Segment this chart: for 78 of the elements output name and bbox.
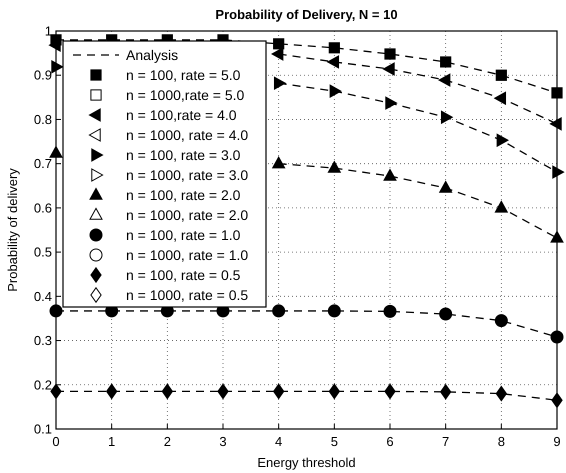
y-tick-label: 0.1 xyxy=(34,422,52,436)
point xyxy=(328,160,341,173)
point xyxy=(440,384,452,400)
point xyxy=(439,308,452,321)
point xyxy=(274,76,286,90)
point xyxy=(162,384,173,400)
legend-label: n = 100,rate = 4.0 xyxy=(126,107,237,123)
y-tick-label: 0.6 xyxy=(34,200,52,216)
point xyxy=(50,304,62,318)
point xyxy=(551,87,563,99)
point xyxy=(272,156,286,168)
legend-label: n = 1000, rate = 3.0 xyxy=(126,167,248,183)
y-tick-label: 0.2 xyxy=(34,377,52,392)
point xyxy=(382,62,395,76)
point xyxy=(384,304,396,318)
y-axis-title: Probability of delivery xyxy=(5,168,20,292)
point xyxy=(552,166,564,179)
x-tick-label: 8 xyxy=(498,434,505,449)
point xyxy=(273,384,284,400)
point xyxy=(440,110,453,124)
legend-label: n = 100, rate = 3.0 xyxy=(126,147,241,163)
point xyxy=(550,230,564,243)
point xyxy=(385,96,398,110)
legend-label: n = 1000, rate = 2.0 xyxy=(126,207,248,223)
legend-label: n = 100, rate = 5.0 xyxy=(126,67,241,83)
point xyxy=(106,384,118,400)
point xyxy=(273,38,284,50)
legend-label: n = 100, rate = 0.5 xyxy=(126,267,241,283)
point xyxy=(384,48,396,60)
y-tick-label: 0.9 xyxy=(34,68,52,83)
y-tick-label: 0.5 xyxy=(34,244,52,260)
point xyxy=(330,84,342,98)
point xyxy=(550,330,564,344)
point xyxy=(328,384,340,400)
point xyxy=(217,384,229,400)
x-axis-title: Energy threshold xyxy=(257,455,356,470)
point xyxy=(327,55,340,68)
y-tick-label: 0.8 xyxy=(34,112,52,127)
x-tick-label: 4 xyxy=(275,434,282,449)
x-tick-label: 6 xyxy=(386,434,394,449)
legend-label: n = 1000, rate = 4.0 xyxy=(126,127,248,143)
x-tick-label: 9 xyxy=(553,434,561,449)
point xyxy=(272,47,284,60)
chart-title: Probability of Delivery, N = 10 xyxy=(215,7,398,22)
point xyxy=(328,42,340,54)
point xyxy=(496,386,507,402)
point xyxy=(50,384,62,400)
legend-label: n = 100, rate = 1.0 xyxy=(126,227,241,243)
y-tick-label: 0.7 xyxy=(34,156,52,172)
point xyxy=(328,304,341,318)
legend-label: n = 1000, rate = 1.0 xyxy=(126,247,248,263)
legend-label: n = 100, rate = 2.0 xyxy=(126,187,241,203)
point xyxy=(50,146,62,158)
point xyxy=(51,60,64,74)
point xyxy=(438,74,450,87)
point xyxy=(496,134,508,147)
point xyxy=(272,304,286,318)
point xyxy=(551,392,563,408)
x-tick-label: 3 xyxy=(219,434,227,449)
point xyxy=(384,384,396,400)
x-tick-label: 0 xyxy=(52,434,60,449)
y-tick-label: 0.3 xyxy=(34,333,52,348)
point xyxy=(494,314,508,328)
point xyxy=(384,168,396,181)
x-tick-label: 2 xyxy=(164,434,171,449)
point xyxy=(494,200,508,213)
point xyxy=(550,117,562,130)
point xyxy=(439,180,452,193)
point xyxy=(440,56,452,68)
legend-label: n = 1000,rate = 5.0 xyxy=(126,87,245,103)
x-tick-label: 7 xyxy=(442,434,450,449)
point xyxy=(496,70,507,81)
x-tick-label: 1 xyxy=(108,434,116,449)
y-tick-label: 0.4 xyxy=(34,288,52,304)
legend-label: Analysis xyxy=(126,47,178,63)
point xyxy=(494,92,506,105)
x-tick-label: 5 xyxy=(330,434,338,449)
legend-label: n = 1000, rate = 0.5 xyxy=(126,287,248,303)
